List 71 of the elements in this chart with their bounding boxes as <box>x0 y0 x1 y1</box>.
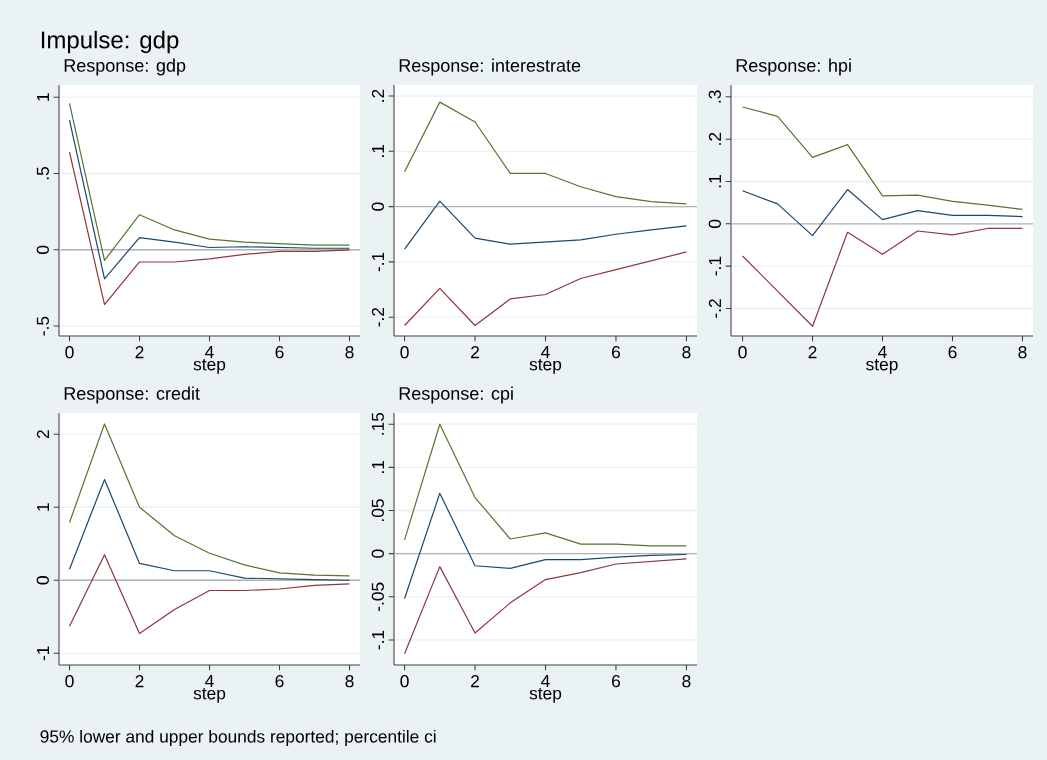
y-tick-label: .3 <box>708 90 721 103</box>
y-tick-label: -.1 <box>372 252 384 272</box>
y-tick-label: -.2 <box>371 307 384 327</box>
x-tick-label: 2 <box>135 675 144 688</box>
x-tick-label: 8 <box>682 675 691 688</box>
line-series <box>403 423 688 547</box>
x-tick-label: 2 <box>135 346 144 359</box>
line-series <box>68 554 351 635</box>
x-tick-label: 4 <box>878 346 887 358</box>
text: Impulse: gdp <box>41 30 179 54</box>
x-tick-label: 0 <box>400 675 409 688</box>
x-tick-label: 0 <box>65 346 74 359</box>
y-tick-label: 0 <box>371 549 384 558</box>
x-tick-label: 0 <box>738 346 747 359</box>
x-tick-label: 6 <box>275 675 284 688</box>
y-tick-label: .2 <box>371 89 384 102</box>
x-tick-label: 8 <box>1018 346 1027 359</box>
x-axis-title: step <box>866 359 898 374</box>
chart-title: Response: interestrate <box>399 58 581 76</box>
x-tick-label: 6 <box>275 346 284 359</box>
chart-title: Response: credit <box>64 386 200 404</box>
y-tick-label: .1 <box>372 460 384 473</box>
x-tick-label: 6 <box>948 346 957 359</box>
y-tick-label: .15 <box>371 412 384 435</box>
line-series <box>403 101 688 205</box>
x-tick-label: 2 <box>808 346 817 359</box>
line-series <box>68 151 351 306</box>
y-tick-label: -.5 <box>36 316 49 336</box>
x-tick-label: 8 <box>345 346 354 359</box>
line-series <box>68 423 351 577</box>
y-tick-label: 1 <box>37 93 49 101</box>
y-tick-label: 0 <box>36 576 49 585</box>
chart-title: Response: cpi <box>399 386 513 404</box>
y-tick-label: 1 <box>37 503 49 511</box>
line-series <box>741 227 1024 327</box>
y-tick-label: .2 <box>708 132 721 145</box>
x-tick-label: 2 <box>471 346 479 359</box>
y-tick-label: 0 <box>708 219 721 228</box>
x-tick-label: 0 <box>65 675 74 688</box>
x-tick-label: 4 <box>205 675 214 687</box>
line-series <box>741 106 1024 211</box>
x-tick-label: 4 <box>205 346 214 358</box>
text: 95% lower and upper bounds reported; percentile ci <box>40 729 436 747</box>
y-tick-label: 0 <box>36 245 49 254</box>
x-tick-label: 6 <box>612 675 621 688</box>
x-tick-label: 6 <box>612 346 621 359</box>
y-tick-label: .05 <box>371 499 384 521</box>
x-axis-title: step <box>529 688 562 703</box>
x-tick-label: 4 <box>541 346 550 358</box>
line-series <box>741 188 1024 237</box>
y-tick-label: -1 <box>37 646 49 661</box>
x-tick-label: 0 <box>400 346 409 359</box>
x-axis-title: step <box>193 688 226 703</box>
y-tick-label: .1 <box>709 175 721 188</box>
y-tick-label: 0 <box>371 202 384 211</box>
y-tick-label: -.05 <box>371 582 384 611</box>
x-tick-label: 2 <box>471 675 479 688</box>
y-tick-label: -.1 <box>709 256 721 276</box>
y-tick-label: 2 <box>36 430 49 439</box>
line-series <box>403 492 688 600</box>
y-tick-label: .5 <box>36 166 49 180</box>
x-tick-label: 8 <box>345 675 354 688</box>
x-tick-label: 8 <box>682 346 691 359</box>
x-axis-title: step <box>193 359 226 374</box>
x-axis-title: step <box>529 359 562 374</box>
y-tick-label: .1 <box>372 144 384 157</box>
x-tick-label: 4 <box>541 675 550 687</box>
chart-title: Response: gdp <box>64 58 186 76</box>
y-tick-label: -.2 <box>708 299 721 318</box>
chart-title: Response: hpi <box>736 58 851 76</box>
y-tick-label: -.1 <box>372 630 384 650</box>
